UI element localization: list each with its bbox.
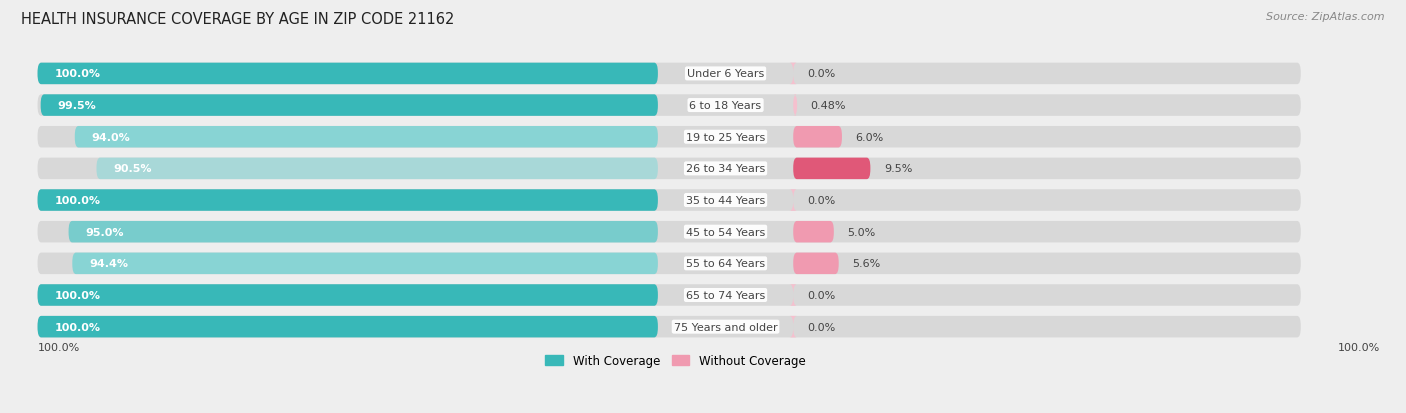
Text: 100.0%: 100.0%	[55, 69, 100, 79]
Text: 9.5%: 9.5%	[884, 164, 912, 174]
Text: 0.48%: 0.48%	[811, 101, 846, 111]
Text: 99.5%: 99.5%	[58, 101, 97, 111]
Text: HEALTH INSURANCE COVERAGE BY AGE IN ZIP CODE 21162: HEALTH INSURANCE COVERAGE BY AGE IN ZIP …	[21, 12, 454, 27]
FancyBboxPatch shape	[38, 285, 1301, 306]
FancyBboxPatch shape	[38, 285, 658, 306]
FancyBboxPatch shape	[38, 190, 658, 211]
FancyBboxPatch shape	[793, 221, 834, 243]
FancyBboxPatch shape	[790, 285, 797, 306]
Text: 19 to 25 Years: 19 to 25 Years	[686, 133, 765, 142]
Text: Under 6 Years: Under 6 Years	[688, 69, 765, 79]
Text: 0.0%: 0.0%	[807, 290, 835, 300]
Text: 100.0%: 100.0%	[55, 322, 100, 332]
FancyBboxPatch shape	[69, 221, 658, 243]
FancyBboxPatch shape	[793, 158, 870, 180]
Text: 45 to 54 Years: 45 to 54 Years	[686, 227, 765, 237]
FancyBboxPatch shape	[38, 253, 1301, 275]
Text: 100.0%: 100.0%	[55, 196, 100, 206]
FancyBboxPatch shape	[790, 64, 797, 85]
FancyBboxPatch shape	[38, 127, 1301, 148]
FancyBboxPatch shape	[38, 64, 1301, 85]
FancyBboxPatch shape	[75, 127, 658, 148]
Text: 0.0%: 0.0%	[807, 69, 835, 79]
FancyBboxPatch shape	[790, 190, 797, 211]
Text: 5.6%: 5.6%	[852, 259, 880, 269]
FancyBboxPatch shape	[793, 253, 839, 275]
Text: 75 Years and older: 75 Years and older	[673, 322, 778, 332]
Text: 6 to 18 Years: 6 to 18 Years	[689, 101, 762, 111]
Text: Source: ZipAtlas.com: Source: ZipAtlas.com	[1267, 12, 1385, 22]
FancyBboxPatch shape	[38, 158, 1301, 180]
Text: 100.0%: 100.0%	[1337, 342, 1379, 352]
Text: 0.0%: 0.0%	[807, 196, 835, 206]
FancyBboxPatch shape	[793, 95, 797, 116]
FancyBboxPatch shape	[790, 316, 797, 337]
Text: 100.0%: 100.0%	[55, 290, 100, 300]
Text: 6.0%: 6.0%	[855, 133, 884, 142]
Text: 35 to 44 Years: 35 to 44 Years	[686, 196, 765, 206]
FancyBboxPatch shape	[38, 95, 1301, 116]
FancyBboxPatch shape	[38, 316, 658, 337]
FancyBboxPatch shape	[38, 190, 1301, 211]
Text: 55 to 64 Years: 55 to 64 Years	[686, 259, 765, 269]
Legend: With Coverage, Without Coverage: With Coverage, Without Coverage	[541, 349, 810, 372]
Text: 0.0%: 0.0%	[807, 322, 835, 332]
Text: 65 to 74 Years: 65 to 74 Years	[686, 290, 765, 300]
Text: 94.0%: 94.0%	[91, 133, 131, 142]
FancyBboxPatch shape	[41, 95, 658, 116]
FancyBboxPatch shape	[793, 127, 842, 148]
Text: 100.0%: 100.0%	[38, 342, 80, 352]
FancyBboxPatch shape	[38, 221, 1301, 243]
FancyBboxPatch shape	[72, 253, 658, 275]
Text: 95.0%: 95.0%	[86, 227, 124, 237]
Text: 90.5%: 90.5%	[114, 164, 152, 174]
Text: 5.0%: 5.0%	[848, 227, 876, 237]
FancyBboxPatch shape	[38, 316, 1301, 337]
Text: 94.4%: 94.4%	[89, 259, 128, 269]
Text: 26 to 34 Years: 26 to 34 Years	[686, 164, 765, 174]
FancyBboxPatch shape	[97, 158, 658, 180]
FancyBboxPatch shape	[38, 64, 658, 85]
